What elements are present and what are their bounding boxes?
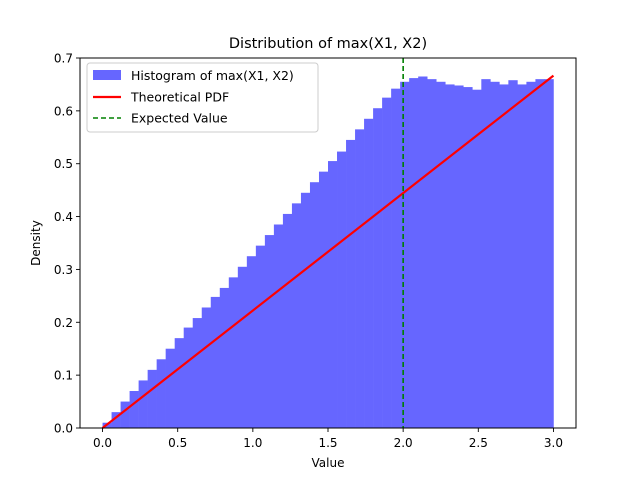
histogram-bar: [246, 256, 257, 428]
histogram-bar: [526, 81, 536, 428]
x-axis-ticks: 0.0 0.5 1.0 1.5 2.0 2.5 3.0: [93, 428, 563, 450]
histogram-bar: [210, 296, 221, 428]
histogram-bar: [129, 391, 139, 428]
histogram-bar: [228, 277, 239, 428]
histogram-bar: [436, 81, 446, 428]
legend-box: [86, 62, 319, 133]
plot-lines: [101, 58, 555, 429]
histogram-bar: [156, 359, 166, 428]
chart-title: Distribution of max(X1, X2): [229, 36, 427, 52]
histogram-bar: [463, 87, 473, 428]
y-tick-label: 0.5: [54, 157, 73, 171]
histogram-bar: [264, 235, 275, 428]
y-tick-label: 0.4: [54, 210, 73, 224]
y-tick-label: 0.0: [54, 422, 73, 436]
histogram-bar: [147, 369, 157, 428]
histogram-bar: [490, 81, 500, 428]
histogram-bar: [418, 76, 428, 428]
histogram-bar: [346, 139, 356, 428]
x-tick-label: 0.0: [93, 436, 112, 450]
histogram-bar: [382, 97, 392, 428]
histogram-bar: [237, 266, 248, 428]
x-tick-label: 2.5: [469, 436, 488, 450]
histogram-bar: [337, 151, 347, 428]
histogram-bar: [309, 182, 320, 428]
histogram-bar: [255, 245, 266, 428]
histogram-bar: [454, 85, 464, 429]
histogram-bar: [445, 84, 455, 429]
histogram-bar: [219, 287, 230, 428]
histogram-bar: [318, 171, 329, 428]
histogram-bar: [192, 318, 203, 428]
histogram-bar: [138, 380, 148, 428]
legend-expected-label: Expected Value: [131, 111, 228, 126]
histogram-bar: [201, 307, 212, 428]
x-axis-label: Value: [312, 456, 345, 470]
legend: Histogram of max(X1, X2) Theoretical PDF…: [86, 62, 319, 133]
x-tick-label: 1.0: [243, 436, 262, 450]
histogram-bar: [273, 224, 284, 428]
y-tick-label: 0.7: [54, 52, 73, 66]
histogram-bar: [427, 79, 437, 428]
histogram-bar: [355, 129, 365, 429]
histogram-bar: [111, 412, 121, 428]
x-tick-label: 3.0: [544, 436, 563, 450]
y-axis-ticks: 0.0 0.1 0.2 0.3 0.4 0.5 0.6 0.7: [54, 52, 80, 436]
histogram-bar: [328, 161, 338, 428]
histogram-bar: [499, 84, 509, 429]
y-tick-label: 0.2: [54, 316, 73, 330]
histogram-bar: [300, 192, 311, 428]
histogram-bar: [183, 327, 194, 428]
y-tick-label: 0.3: [54, 263, 73, 277]
y-tick-label: 0.6: [54, 104, 73, 118]
legend-histogram-swatch: [93, 70, 121, 80]
x-tick-label: 2.0: [394, 436, 413, 450]
histogram-bar: [174, 338, 185, 428]
theoretical-pdf-line: [101, 74, 555, 429]
legend-pdf-label: Theoretical PDF: [130, 90, 229, 105]
histogram-bar: [517, 84, 527, 429]
histogram-bar: [481, 79, 491, 428]
histogram-bar: [120, 401, 130, 428]
histogram-bar: [165, 348, 175, 428]
x-tick-label: 1.5: [318, 436, 337, 450]
y-tick-label: 0.1: [54, 369, 73, 383]
histogram-bar: [291, 203, 302, 428]
histogram-bar: [373, 108, 383, 429]
histogram-bar: [409, 78, 419, 428]
histogram-bar: [364, 118, 374, 428]
histogram-bar: [472, 89, 482, 429]
histogram-bar: [535, 79, 545, 428]
histogram-bar: [544, 79, 554, 428]
histogram-bar: [508, 80, 518, 428]
histogram-bar: [282, 213, 293, 428]
histogram-bars: [102, 76, 554, 429]
histogram-bar: [391, 88, 401, 428]
legend-histogram-label: Histogram of max(X1, X2): [131, 68, 294, 83]
x-tick-label: 0.5: [168, 436, 187, 450]
y-axis-label: Density: [29, 220, 43, 266]
histogram-bar: [400, 81, 410, 428]
